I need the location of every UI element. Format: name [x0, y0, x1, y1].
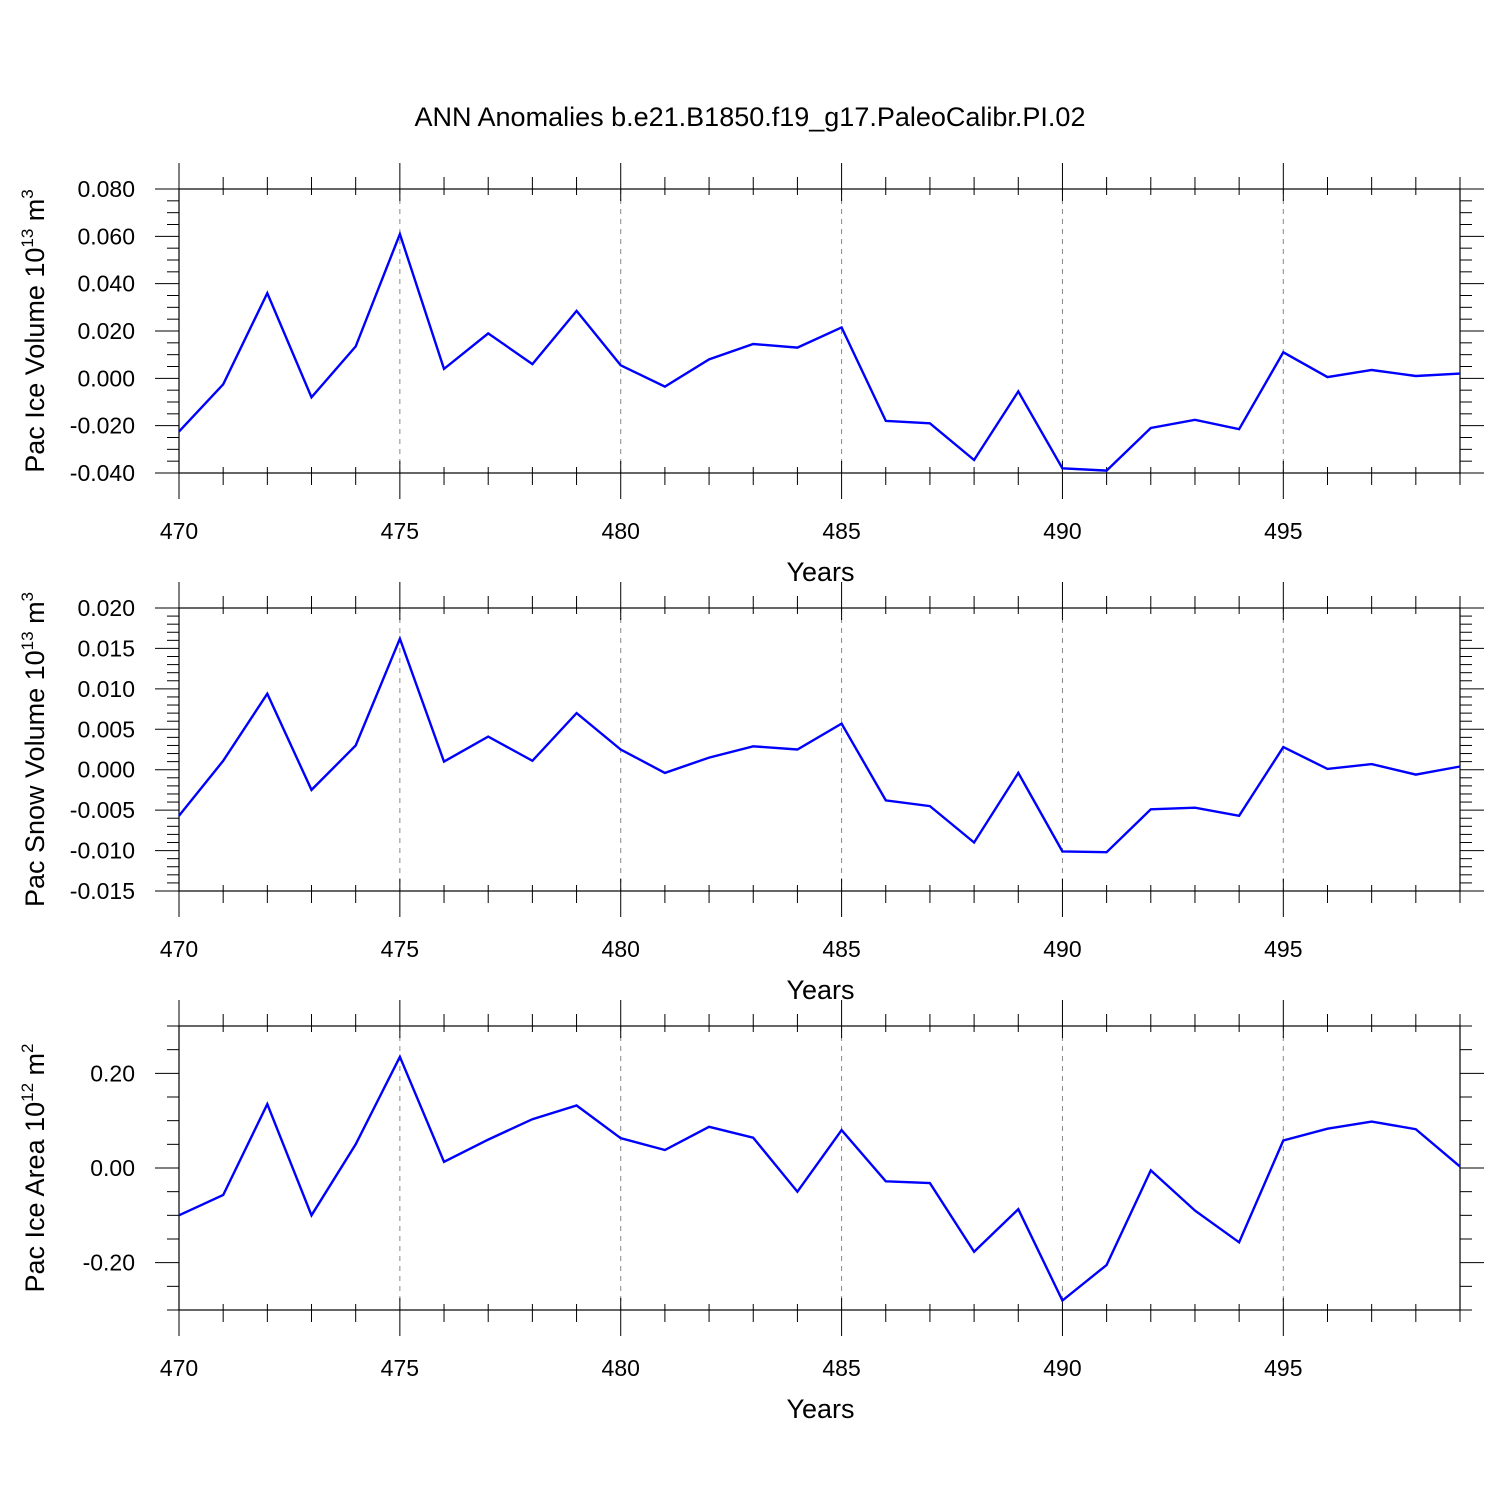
y-tick-label: 0.015	[77, 635, 135, 661]
x-tick-label: 490	[1043, 936, 1081, 962]
y-axis-label: Pac Snow Volume 1013 m3	[18, 592, 50, 907]
x-tick-label: 480	[602, 518, 640, 544]
y-tick-label: 0.00	[90, 1155, 135, 1181]
y-axis-label-unit-exponent: 2	[18, 1043, 37, 1052]
x-tick-label: 490	[1043, 518, 1081, 544]
y-axis-label-prefix: Pac Snow Volume 10	[20, 650, 50, 907]
x-axis-label: Years	[786, 1394, 854, 1424]
x-tick-label: 470	[160, 518, 198, 544]
y-tick-label: -0.20	[83, 1250, 135, 1276]
plot-frame	[178, 188, 1461, 474]
y-axis-label-unit: m	[20, 601, 50, 631]
y-axis-label-exponent: 13	[18, 631, 37, 650]
y-tick-label: 0.080	[77, 176, 135, 202]
x-tick-label: 485	[822, 518, 860, 544]
x-tick-label: 495	[1264, 1355, 1302, 1381]
y-tick-label: -0.015	[70, 878, 135, 904]
y-tick-label: 0.20	[90, 1060, 135, 1086]
x-axis-label: Years	[786, 557, 854, 587]
y-tick-label: 0.040	[77, 271, 135, 297]
y-axis-label-prefix: Pac Ice Volume 10	[20, 248, 50, 473]
plot-frame	[178, 607, 1461, 892]
x-tick-label: 495	[1264, 518, 1302, 544]
y-tick-label: 0.060	[77, 223, 135, 249]
x-tick-label: 475	[381, 936, 419, 962]
y-axis-label-prefix: Pac Ice Area 10	[20, 1102, 50, 1293]
y-axis-label: Pac Ice Volume 1013 m3	[18, 189, 50, 473]
y-tick-label: 0.000	[77, 757, 135, 783]
figure-title: ANN Anomalies b.e21.B1850.f19_g17.PaleoC…	[415, 102, 1086, 132]
panel-ice-volume: -0.040 -0.020 0.000 0.020 0.040 0.060 0.080 470…	[18, 163, 1484, 587]
y-tick-label: -0.020	[70, 413, 135, 439]
x-tick-label: 480	[602, 936, 640, 962]
x-tick-label: 480	[602, 1355, 640, 1381]
y-axis-label-exponent: 12	[18, 1083, 37, 1102]
y-tick-label: -0.005	[70, 797, 135, 823]
x-tick-label: 470	[160, 936, 198, 962]
y-axis-label: Pac Ice Area 1012 m2	[18, 1043, 50, 1292]
y-tick-label: 0.000	[77, 365, 135, 391]
y-tick-label: -0.040	[70, 460, 135, 486]
x-tick-label: 485	[822, 1355, 860, 1381]
y-axis-label-unit-exponent: 3	[18, 592, 37, 601]
y-axis-label-unit: m	[20, 1053, 50, 1083]
panel-ice-area: -0.20 0.00 0.20 470 475 480 485 490 495 Years Pac …	[18, 1000, 1484, 1424]
series-line	[178, 635, 1461, 854]
series-line	[178, 230, 1461, 472]
x-tick-label: 475	[381, 518, 419, 544]
x-tick-label: 485	[822, 936, 860, 962]
y-tick-label: -0.010	[70, 838, 135, 864]
y-axis-label-unit-exponent: 3	[18, 189, 37, 198]
x-tick-label: 495	[1264, 936, 1302, 962]
x-axis-label: Years	[786, 975, 854, 1005]
x-tick-label: 490	[1043, 1355, 1081, 1381]
y-tick-label: 0.010	[77, 676, 135, 702]
y-tick-label: 0.005	[77, 716, 135, 742]
y-tick-label: 0.020	[77, 318, 135, 344]
y-axis-label-exponent: 13	[18, 229, 37, 248]
x-tick-label: 470	[160, 1355, 198, 1381]
plot-frame	[178, 1025, 1461, 1311]
y-tick-label: 0.020	[77, 595, 135, 621]
x-tick-label: 475	[381, 1355, 419, 1381]
y-axis-label-unit: m	[20, 199, 50, 229]
panel-snow-volume: -0.015 -0.010 -0.005 0.000 0.005 0.010 0.015 0.…	[18, 582, 1484, 1005]
series-line	[178, 1053, 1461, 1303]
